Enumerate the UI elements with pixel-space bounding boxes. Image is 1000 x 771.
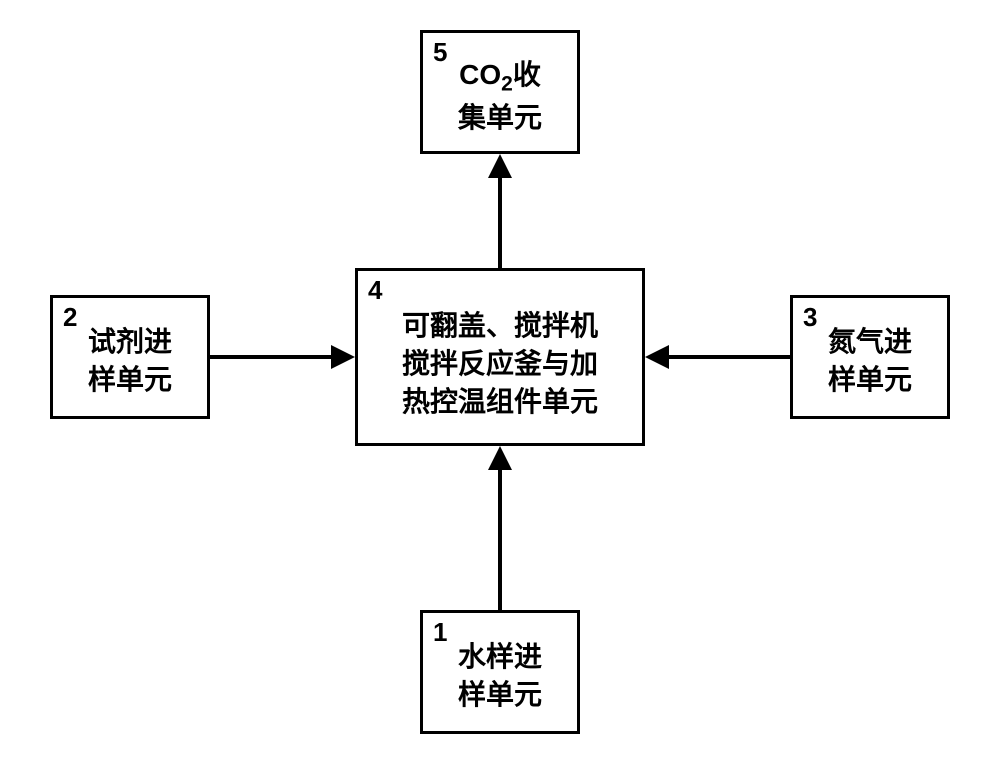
node-1-number: 1 [433, 617, 447, 648]
node-3-number: 3 [803, 302, 817, 333]
node-4-number: 4 [368, 275, 382, 306]
node-4-label: 可翻盖、搅拌机 搅拌反应釜与加 热控温组件单元 [358, 271, 642, 443]
flow-diagram: 5 CO2收 集单元 2 试剂进 样单元 4 可翻盖、搅拌机 搅拌反应釜与加 热… [0, 0, 1000, 771]
node-2: 2 试剂进 样单元 [50, 295, 210, 419]
node-5: 5 CO2收 集单元 [420, 30, 580, 154]
node-5-number: 5 [433, 37, 447, 68]
node-4: 4 可翻盖、搅拌机 搅拌反应釜与加 热控温组件单元 [355, 268, 645, 446]
node-1: 1 水样进 样单元 [420, 610, 580, 734]
node-3: 3 氮气进 样单元 [790, 295, 950, 419]
node-2-number: 2 [63, 302, 77, 333]
